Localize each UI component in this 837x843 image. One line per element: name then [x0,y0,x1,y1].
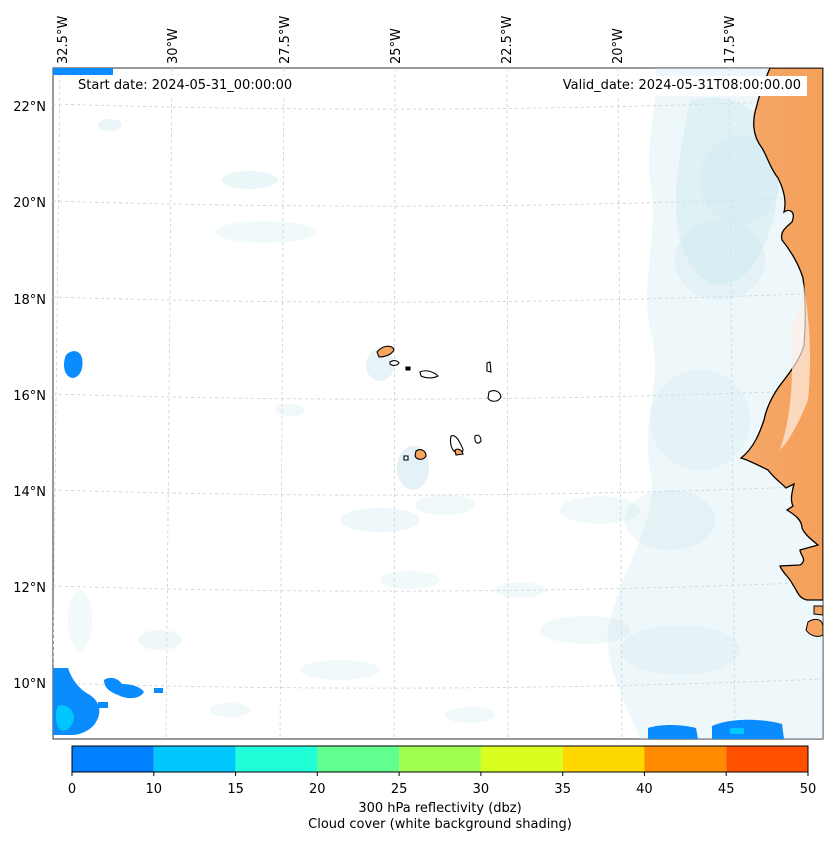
gridline-lon-22_5 [506,68,509,739]
lat-label-3: 16°N [13,389,46,404]
gridline-lon-27_5 [279,68,285,739]
colorbar-segment-7 [644,746,727,772]
coastal-island [813,605,823,616]
island-boa-vista [487,390,502,402]
island-santo-antao [376,345,395,358]
lat-label-1: 20°N [13,196,46,211]
lon-label-2: 27.5°W [278,16,293,64]
colorbar-title: 300 hPa reflectivity (dbz) Cloud cover (… [72,801,808,833]
colorbar-title-line1: 300 hPa reflectivity (dbz) [358,801,522,816]
colorbar-ticks [71,772,809,776]
gridline-lon-20 [617,68,623,739]
echo-south-4 [648,725,698,739]
echo-south-3 [98,702,108,708]
gridline-lat-20 [53,196,823,207]
echo-southwest-core [55,705,74,731]
lon-label-6: 17.5°W [723,16,738,64]
island-maio [474,434,482,444]
colorbar-tick-3: 20 [309,782,326,797]
bijagos-islands [805,618,823,637]
echo-south-5 [712,719,784,739]
lon-label-4: 22.5°W [500,16,515,64]
island-sao-nicolau [419,370,439,379]
gridline-lat-22 [53,99,823,110]
colorbar-outline [71,745,809,773]
gridline-lat-10 [53,678,823,689]
lat-label-2: 18°N [13,293,46,308]
lon-label-1: 30°W [166,28,181,64]
colorbar-tick-7: 40 [636,782,653,797]
gridline-lat-12 [53,581,823,592]
colorbar-title-line2: Cloud cover (white background shading) [308,817,572,832]
colorbar-segment-0 [72,746,154,772]
colorbar-segment-5 [480,746,563,772]
gridline-lat-18 [53,292,823,303]
start-date-value: 2024-05-31_00:00:00 [151,78,293,93]
echo-top-left [53,68,113,75]
reflectivity-echoes [53,68,784,739]
valid-date-box: Valid_date: 2024-05-31T08:00:00.00 [556,76,807,96]
valid-date-value: 2024-05-31T08:00:00.00 [638,78,801,93]
gridline-lon-32_5 [53,68,61,689]
colorbar-segment-6 [562,746,645,772]
echo-south-5-core [730,728,744,734]
gridline-lon-17_5 [728,68,736,739]
lon-label-5: 20°W [611,28,626,64]
island-santiago-south [454,448,464,456]
island-sao-vicente [389,360,400,366]
lat-label-4: 14°N [13,485,46,500]
colorbar-tick-1: 10 [146,782,163,797]
map-frame [52,67,824,740]
echo-west [64,351,83,378]
colorbar-segment-8 [726,746,808,772]
colorbar-tick-5: 30 [473,782,490,797]
gridline-lon-30 [165,68,173,739]
lat-label-6: 10°N [13,677,46,692]
colorbar-segment-1 [153,746,236,772]
colorbar-segment-2 [235,746,318,772]
start-date-label: Start date: [78,78,148,93]
graticule [53,68,823,739]
lat-label-0: 22°N [13,100,46,115]
cape-verde-islands [376,345,502,461]
colorbar-segment-4 [399,746,481,772]
island-brava [403,455,409,461]
colorbar: 0 10 15 20 25 30 35 40 45 50 [68,745,817,797]
colorbar-tick-9: 50 [800,782,817,797]
land-cloud-shading [780,280,811,450]
west-africa-coast [739,68,823,601]
gridline-lon-25 [393,68,396,739]
lon-label-3: 25°W [389,28,404,64]
latitude-labels: 22°N 20°N 18°N 16°N 14°N 12°N 10°N [13,100,46,692]
echo-south-2 [154,688,163,693]
island-santa-luzia [405,366,411,371]
island-fogo [414,449,427,460]
echo-south-1 [104,677,144,699]
start-date-box: Start date: 2024-05-31_00:00:00 [72,76,299,96]
valid-date-label: Valid_date: [562,78,635,93]
lat-label-5: 12°N [13,581,46,596]
gridline-lat-16 [53,389,823,400]
colorbar-tick-6: 35 [554,782,571,797]
island-sal [486,361,492,373]
colorbar-tick-2: 15 [227,782,244,797]
cloud-cover [68,68,823,739]
longitude-labels: 32.5°W 30°W 27.5°W 25°W 22.5°W 20°W 17.5… [56,16,738,64]
colorbar-segment-3 [317,746,400,772]
gridline-lat-14 [53,485,823,496]
colorbar-tick-8: 45 [718,782,735,797]
lon-label-0: 32.5°W [56,16,71,64]
colorbar-tick-4: 25 [391,782,408,797]
colorbar-tick-0: 0 [68,782,76,797]
